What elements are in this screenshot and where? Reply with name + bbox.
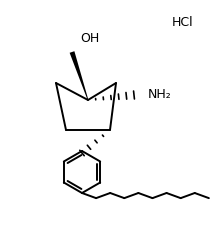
Text: NH₂: NH₂ <box>148 89 172 102</box>
Text: OH: OH <box>80 31 100 44</box>
Text: HCl: HCl <box>172 16 194 29</box>
Polygon shape <box>70 51 88 100</box>
